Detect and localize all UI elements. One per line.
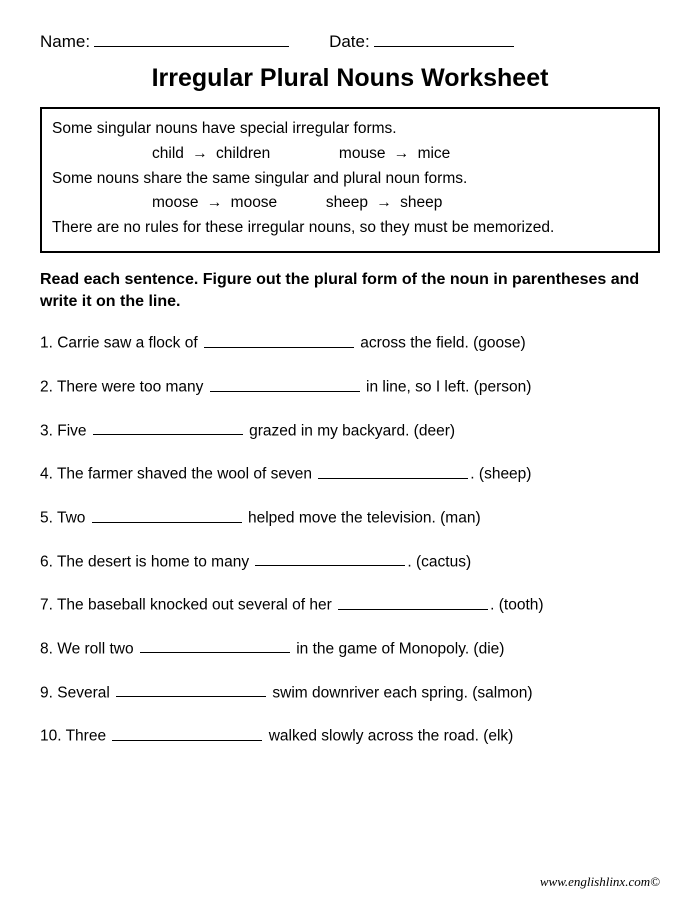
question-text-post: grazed in my backyard. (deer) xyxy=(245,422,455,439)
ex1-a: child xyxy=(152,144,184,165)
question-text-post: . (cactus) xyxy=(407,553,471,570)
info-examples-1: child → children mouse → mice xyxy=(52,144,648,165)
answer-blank[interactable] xyxy=(140,638,290,654)
info-line-3: There are no rules for these irregular n… xyxy=(52,218,648,239)
question-number: 3. xyxy=(40,422,57,439)
ex2-d: sheep xyxy=(400,193,442,214)
question-text-pre: Several xyxy=(57,684,114,701)
arrow-icon: → xyxy=(376,193,392,214)
questions-list: 1. Carrie saw a flock of across the fiel… xyxy=(40,332,660,746)
question-text-pre: Five xyxy=(57,422,91,439)
ex1-d: mice xyxy=(418,144,451,165)
name-field: Name: xyxy=(40,28,289,52)
question-text-pre: The farmer shaved the wool of seven xyxy=(57,466,316,483)
answer-blank[interactable] xyxy=(112,725,262,741)
ex1-c: mouse xyxy=(339,144,386,165)
question-text-pre: There were too many xyxy=(57,379,208,396)
arrow-icon: → xyxy=(192,144,208,165)
question-text-post: helped move the television. (man) xyxy=(244,510,481,527)
question-number: 6. xyxy=(40,553,57,570)
info-box: Some singular nouns have special irregul… xyxy=(40,107,660,254)
answer-blank[interactable] xyxy=(255,551,405,567)
answer-blank[interactable] xyxy=(338,594,488,610)
arrow-icon: → xyxy=(207,193,223,214)
question-item: 7. The baseball knocked out several of h… xyxy=(40,594,660,616)
info-examples-2: moose → moose sheep → sheep xyxy=(52,193,648,214)
arrow-icon: → xyxy=(394,144,410,165)
question-number: 10. xyxy=(40,728,66,745)
question-text-post: . (sheep) xyxy=(470,466,531,483)
question-number: 2. xyxy=(40,379,57,396)
answer-blank[interactable] xyxy=(210,376,360,392)
answer-blank[interactable] xyxy=(318,463,468,479)
question-text-post: in the game of Monopoly. (die) xyxy=(292,640,505,657)
info-line-1: Some singular nouns have special irregul… xyxy=(52,119,648,140)
question-text-post: across the field. (goose) xyxy=(356,335,526,352)
question-text-post: walked slowly across the road. (elk) xyxy=(264,728,513,745)
question-item: 10. Three walked slowly across the road.… xyxy=(40,725,660,747)
date-input-line[interactable] xyxy=(374,28,514,47)
question-item: 8. We roll two in the game of Monopoly. … xyxy=(40,638,660,660)
question-item: 4. The farmer shaved the wool of seven .… xyxy=(40,463,660,485)
question-number: 9. xyxy=(40,684,57,701)
question-item: 1. Carrie saw a flock of across the fiel… xyxy=(40,332,660,354)
question-text-pre: Three xyxy=(66,728,111,745)
question-item: 6. The desert is home to many . (cactus) xyxy=(40,551,660,573)
answer-blank[interactable] xyxy=(204,332,354,348)
question-text-post: swim downriver each spring. (salmon) xyxy=(268,684,532,701)
question-item: 2. There were too many in line, so I lef… xyxy=(40,376,660,398)
question-number: 5. xyxy=(40,510,57,527)
ex2-c: sheep xyxy=(326,193,368,214)
question-text-pre: The desert is home to many xyxy=(57,553,253,570)
answer-blank[interactable] xyxy=(92,507,242,523)
question-number: 8. xyxy=(40,640,57,657)
answer-blank[interactable] xyxy=(116,682,266,698)
question-item: 9. Several swim downriver each spring. (… xyxy=(40,682,660,704)
question-text-post: . (tooth) xyxy=(490,597,543,614)
ex2-a: moose xyxy=(152,193,199,214)
question-text-pre: Two xyxy=(57,510,90,527)
worksheet-title: Irregular Plural Nouns Worksheet xyxy=(40,64,660,93)
question-text-pre: We roll two xyxy=(57,640,138,657)
name-input-line[interactable] xyxy=(94,28,289,47)
date-field: Date: xyxy=(329,28,514,52)
date-label: Date: xyxy=(329,32,370,52)
question-text-pre: The baseball knocked out several of her xyxy=(57,597,336,614)
name-label: Name: xyxy=(40,32,90,52)
info-line-2: Some nouns share the same singular and p… xyxy=(52,169,648,190)
ex1-b: children xyxy=(216,144,270,165)
question-number: 1. xyxy=(40,335,57,352)
worksheet-page: Name: Date: Irregular Plural Nouns Works… xyxy=(0,0,700,906)
question-text-pre: Carrie saw a flock of xyxy=(57,335,202,352)
question-number: 4. xyxy=(40,466,57,483)
footer-credit: www.englishlinx.com© xyxy=(540,874,660,890)
header-row: Name: Date: xyxy=(40,28,660,52)
question-number: 7. xyxy=(40,597,57,614)
instructions: Read each sentence. Figure out the plura… xyxy=(40,269,660,312)
ex2-b: moose xyxy=(231,193,278,214)
question-text-post: in line, so I left. (person) xyxy=(362,379,532,396)
question-item: 3. Five grazed in my backyard. (deer) xyxy=(40,420,660,442)
answer-blank[interactable] xyxy=(93,420,243,436)
question-item: 5. Two helped move the television. (man) xyxy=(40,507,660,529)
